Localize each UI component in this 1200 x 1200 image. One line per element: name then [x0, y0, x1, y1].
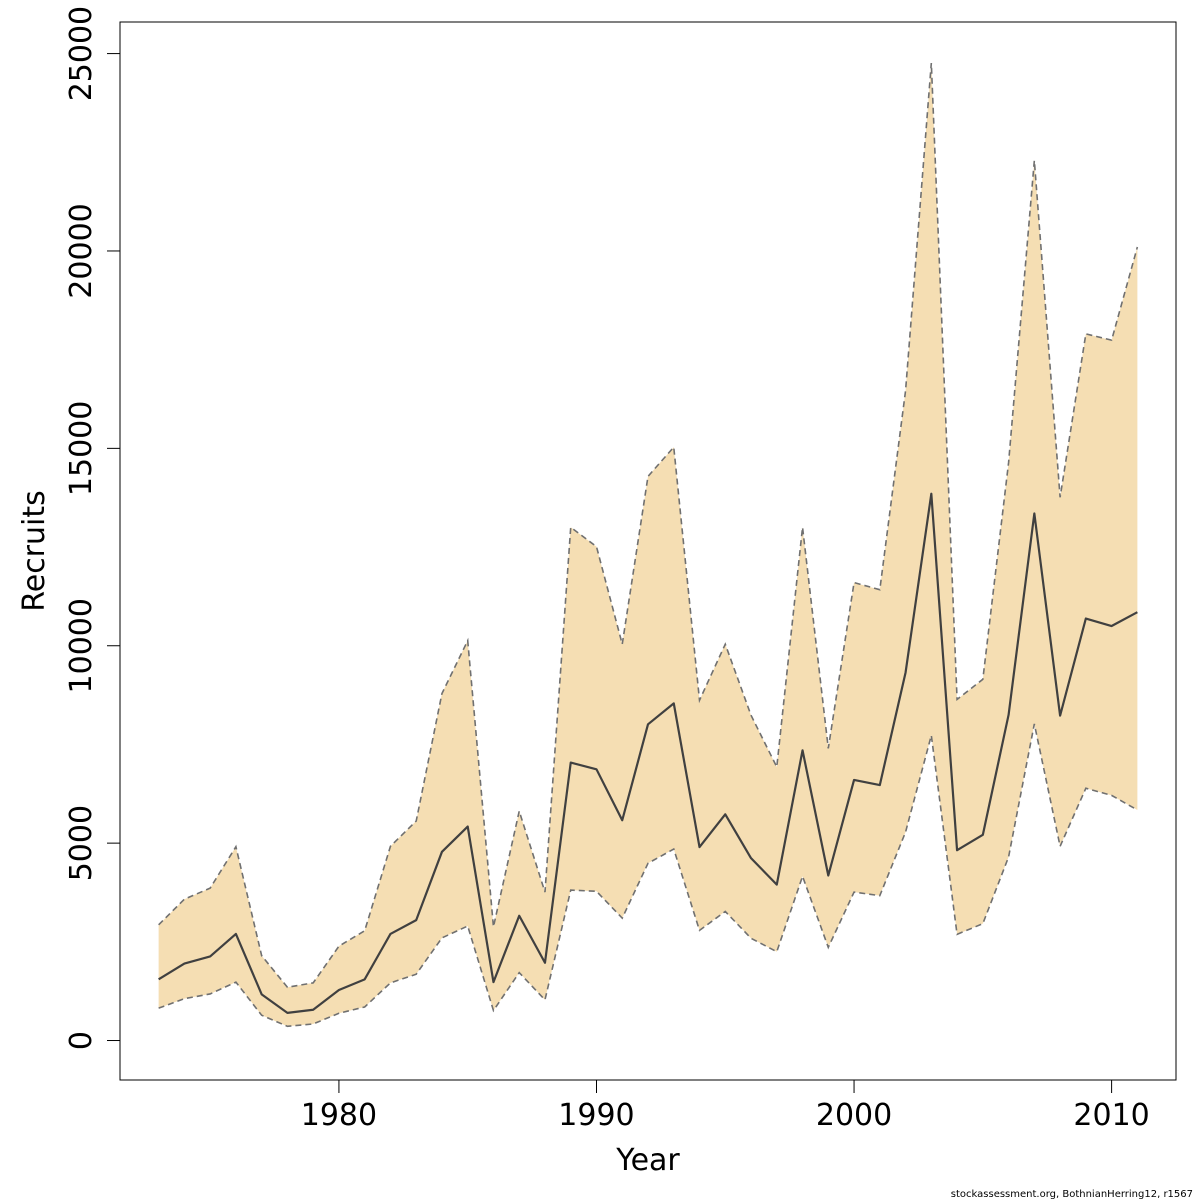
data-point-1976: [233, 931, 238, 936]
y-tick-label-5000: 5000: [64, 805, 99, 881]
data-point-2000: [852, 777, 857, 782]
x-tick-label-1980: 1980: [301, 1098, 377, 1133]
y-axis-title: Recruits: [17, 490, 52, 612]
y-tick-label-25000: 25000: [64, 6, 99, 101]
estimate-line: [158, 492, 1138, 1014]
data-point-1989: [568, 760, 573, 765]
y-axis: 0 5000 10000 15000 20000 25000: [64, 6, 120, 1050]
x-tick-label-2000: 2000: [816, 1098, 892, 1133]
x-tick-label-2010: 2010: [1073, 1098, 1149, 1133]
data-point-1988: [542, 960, 547, 965]
data-point-1992: [646, 722, 651, 727]
data-point-1997: [774, 882, 779, 887]
data-point-1977: [259, 992, 264, 997]
y-tick-label-0: 0: [64, 1031, 99, 1050]
upper-bound-line: [158, 62, 1139, 989]
data-point-1975: [208, 954, 213, 959]
plot-frame: [119, 21, 1177, 1081]
data-point-1979: [311, 1007, 316, 1012]
data-point-2006: [1006, 712, 1011, 717]
y-tick-label-10000: 10000: [64, 598, 99, 693]
data-point-1984: [439, 849, 444, 854]
data-point-1996: [749, 856, 754, 861]
data-point-2002: [903, 670, 908, 675]
x-axis: 1980 1990 2000 2010: [301, 1080, 1150, 1133]
x-tick-label-1990: 1990: [558, 1098, 634, 1133]
data-point-1985: [465, 824, 470, 829]
confidence-band: [158, 63, 1138, 1027]
data-point-2011: [1135, 610, 1140, 615]
y-tick-label-20000: 20000: [64, 203, 99, 298]
x-axis-title: Year: [615, 1143, 680, 1178]
data-point-1974: [182, 961, 187, 966]
data-point-1978: [285, 1010, 290, 1015]
data-point-2007: [1032, 511, 1037, 516]
data-point-2010: [1109, 624, 1114, 629]
data-point-2005: [980, 832, 985, 837]
credit-text: stockassessment.org, BothnianHerring12, …: [951, 1189, 1193, 1200]
data-point-1990: [594, 767, 599, 772]
data-point-1994: [697, 845, 702, 850]
data-point-1981: [362, 977, 367, 982]
data-point-1983: [414, 918, 419, 923]
lower-bound-line: [158, 723, 1138, 1028]
data-point-1991: [620, 818, 625, 823]
data-point-1987: [517, 913, 522, 918]
data-point-2008: [1058, 713, 1063, 718]
data-point-1986: [491, 980, 496, 985]
data-point-1980: [336, 987, 341, 992]
data-point-1999: [826, 873, 831, 878]
data-point-2009: [1083, 616, 1088, 621]
data-point-1995: [723, 812, 728, 817]
data-point-2001: [877, 783, 882, 788]
data-point-1998: [800, 748, 805, 753]
y-tick-label-15000: 15000: [64, 401, 99, 496]
data-point-2004: [955, 848, 960, 853]
plot-area: [156, 62, 1140, 1028]
data-point-1982: [388, 931, 393, 936]
data-point-2003: [929, 491, 934, 496]
data-point-1973: [156, 977, 161, 982]
data-point-1993: [671, 701, 676, 706]
